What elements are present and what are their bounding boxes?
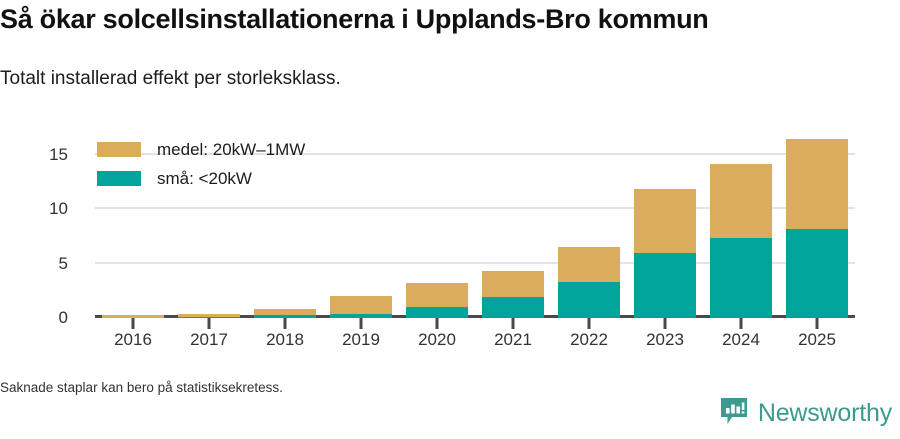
gridline (95, 207, 855, 210)
x-axis-tick-label: 2023 (646, 330, 684, 349)
y-axis-labels: 0 5 10 15 (0, 128, 80, 327)
bar-group[interactable] (786, 138, 848, 318)
legend-item[interactable]: medel: 20kW–1MW (97, 137, 305, 162)
x-axis-tick-label: 2016 (114, 330, 152, 349)
x-axis-tick-label: 2025 (798, 330, 836, 349)
x-axis-tick (283, 318, 287, 329)
bar-group[interactable] (558, 247, 620, 318)
brand-name: Newsworthy (757, 399, 892, 427)
gridline (95, 153, 855, 156)
y-axis-tick-label: 15 (49, 145, 68, 165)
bar-segment[interactable] (558, 247, 620, 283)
x-axis-tick-label: 2021 (494, 330, 532, 349)
bar-segment[interactable] (330, 296, 392, 315)
bar-segment[interactable] (178, 316, 240, 318)
legend-label: medel: 20kW–1MW (157, 139, 306, 159)
bar-group[interactable] (710, 163, 772, 318)
bar-group[interactable] (482, 271, 544, 318)
legend-swatch (97, 142, 141, 157)
bar-segment[interactable] (710, 163, 772, 238)
bar-group[interactable] (254, 308, 316, 318)
bar-group[interactable] (634, 188, 696, 318)
x-axis-tick (435, 318, 439, 329)
x-axis-tick (739, 318, 743, 329)
x-axis-tick (131, 318, 135, 329)
bar-segment[interactable] (178, 314, 240, 317)
x-axis-tick (587, 318, 591, 329)
x-axis-tick (511, 318, 515, 329)
bar-segment[interactable] (330, 314, 392, 318)
x-axis-tick (207, 318, 211, 329)
x-axis-tick-label: 2017 (190, 330, 228, 349)
legend-item[interactable]: små: <20kW (97, 166, 305, 191)
gridline (95, 261, 855, 264)
bar-segment[interactable] (786, 138, 848, 229)
bar-segment[interactable] (482, 271, 544, 297)
newsworthy-logo: Newsworthy (719, 396, 892, 431)
x-axis-tick (815, 318, 819, 329)
bar-group[interactable] (178, 314, 240, 318)
bar-segment[interactable] (254, 308, 316, 316)
bar-segment[interactable] (710, 237, 772, 318)
x-axis-tick-label: 2019 (342, 330, 380, 349)
bar-segment[interactable] (634, 252, 696, 318)
plot-area (95, 128, 855, 329)
x-axis-tick-label: 2018 (266, 330, 304, 349)
bar-segment[interactable] (558, 282, 620, 318)
footnote: Saknade staplar kan bero på statistiksek… (0, 380, 283, 395)
y-axis-tick-label: 5 (58, 253, 68, 273)
bar-segment[interactable] (406, 306, 468, 318)
x-axis-tick-label: 2022 (570, 330, 608, 349)
x-axis-line (95, 315, 855, 318)
y-axis-tick-label: 0 (58, 308, 68, 327)
x-axis-tick-label: 2020 (418, 330, 456, 349)
x-axis-tick-label: 2024 (722, 330, 760, 349)
x-axis-tick (359, 318, 363, 329)
bar-group[interactable] (102, 315, 164, 318)
legend-swatch (97, 171, 141, 186)
bar-group[interactable] (406, 283, 468, 318)
page-title: Så ökar solcellsinstallationerna i Uppla… (0, 4, 709, 34)
chart-legend: medel: 20kW–1MW små: <20kW (97, 137, 305, 195)
chart-subtitle: Totalt installerad effekt per storlekskl… (0, 68, 341, 89)
bar-segment[interactable] (634, 188, 696, 253)
bar-segment[interactable] (786, 228, 848, 318)
bar-segment[interactable] (482, 296, 544, 318)
bar-chart-speech-bubble-icon (719, 396, 749, 431)
y-axis-tick-label: 10 (49, 199, 68, 219)
bar-group[interactable] (330, 296, 392, 318)
bar-segment[interactable] (102, 315, 164, 318)
legend-label: små: <20kW (157, 168, 252, 188)
x-axis-tick (663, 318, 667, 329)
bar-segment[interactable] (254, 315, 316, 318)
bar-segment[interactable] (406, 283, 468, 307)
